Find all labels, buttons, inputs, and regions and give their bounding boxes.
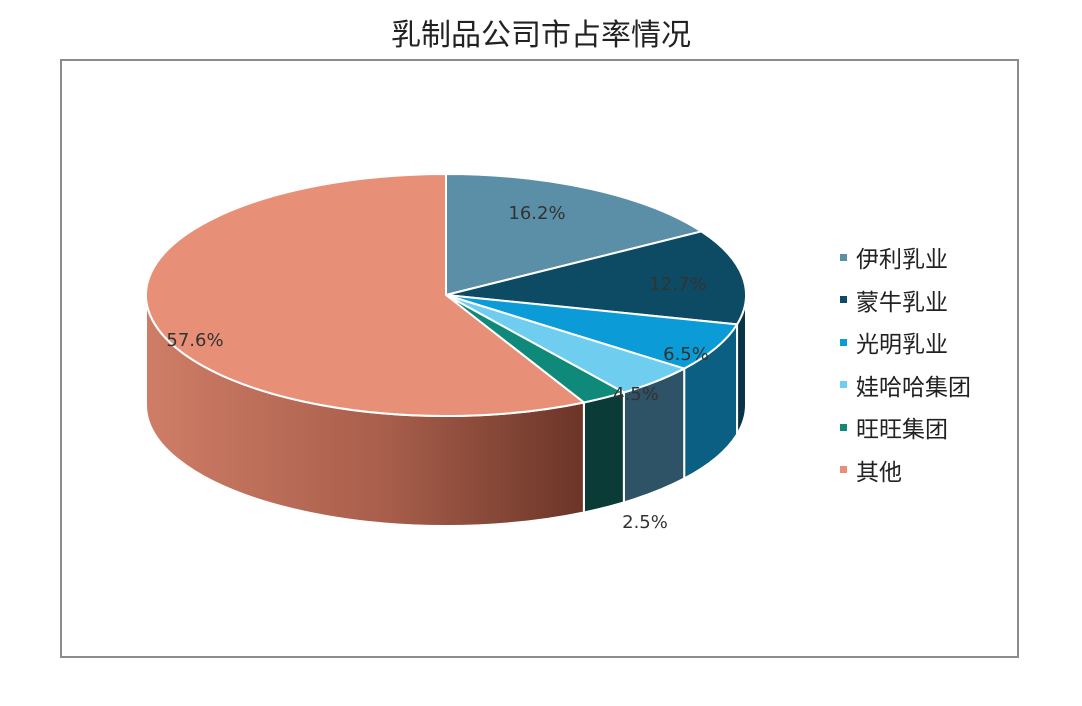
legend-item-5: 其他 (840, 449, 971, 492)
legend-item-3: 娃哈哈集团 (840, 364, 971, 407)
legend-swatch-3 (840, 381, 847, 389)
legend-swatch-2 (840, 338, 847, 346)
legend-label-3: 娃哈哈集团 (856, 374, 971, 401)
legend-label-2: 光明乳业 (856, 332, 948, 359)
legend-label-0: 伊利乳业 (856, 247, 948, 274)
slice-top-0 (445, 172, 704, 297)
slice-top-5 (145, 172, 587, 417)
legend-label-5: 其他 (856, 459, 902, 486)
legend-item-1: 蒙牛乳业 (840, 279, 971, 322)
legend-label-4: 旺旺集团 (856, 417, 948, 444)
legend-swatch-0 (840, 253, 847, 261)
legend-swatch-1 (840, 296, 847, 304)
legend-item-0: 伊利乳业 (840, 236, 971, 279)
legend-swatch-4 (840, 423, 847, 431)
data-label-3: 4.5% (613, 384, 659, 405)
data-label-0: 16.2% (508, 203, 565, 224)
chart-title: 乳制品公司市占率情况 (391, 18, 691, 53)
slice-wall-4 (582, 391, 625, 514)
data-label-1: 12.7% (649, 274, 706, 295)
slice-top-1 (445, 230, 747, 326)
legend: 伊利乳业蒙牛乳业光明乳业娃哈哈集团旺旺集团其他 (840, 236, 971, 491)
legend-swatch-5 (840, 466, 847, 474)
legend-label-1: 蒙牛乳业 (856, 289, 948, 316)
data-label-5: 57.6% (166, 330, 223, 351)
legend-item-2: 光明乳业 (840, 321, 971, 364)
data-label-4: 2.5% (622, 512, 668, 533)
legend-item-4: 旺旺集团 (840, 406, 971, 449)
slice-top-2 (445, 294, 739, 370)
data-label-2: 6.5% (663, 344, 709, 365)
